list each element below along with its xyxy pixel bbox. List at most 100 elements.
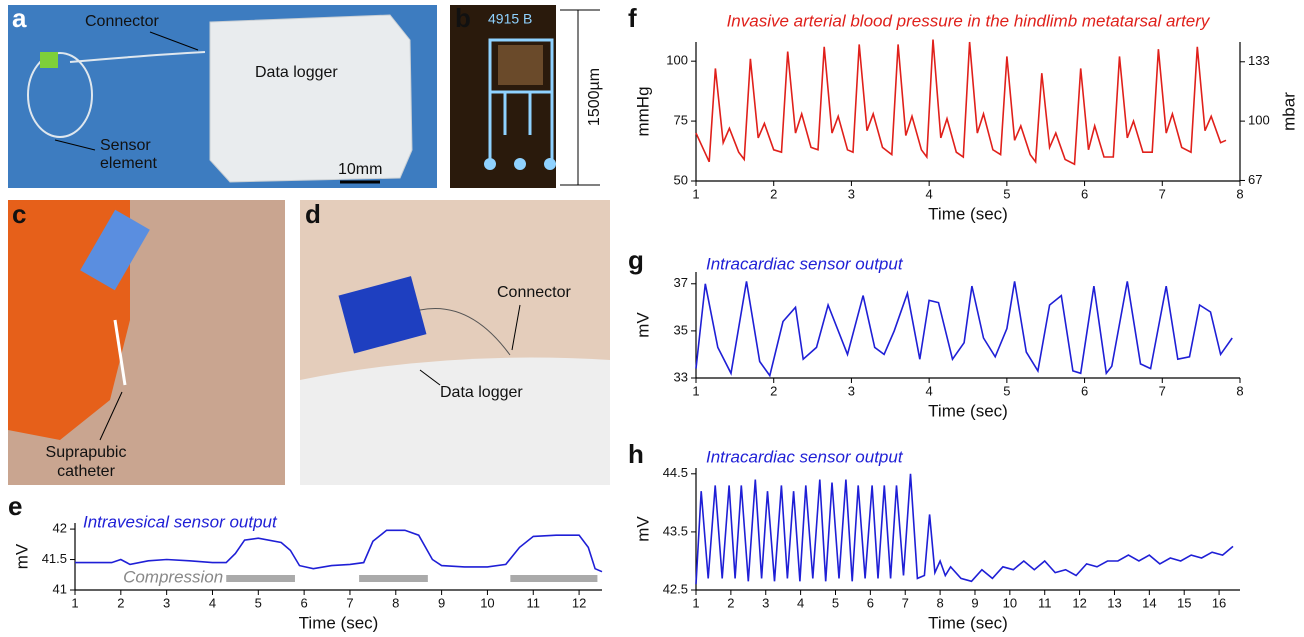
x-tick-label: 8 (392, 595, 399, 610)
label: 10mm (338, 161, 382, 178)
label: Connector (85, 13, 159, 30)
chart-title: Invasive arterial blood pressure in the … (727, 11, 1211, 30)
x-tick-label: 7 (902, 595, 909, 610)
trace (488, 92, 554, 160)
y-tick-label: 41.5 (42, 551, 67, 566)
pointer (511, 304, 521, 351)
x-tick-label: 8 (936, 595, 943, 610)
label: Suprapubic (46, 444, 127, 461)
x-tick-label: 2 (727, 595, 734, 610)
cloth (300, 357, 610, 485)
x-tick-label: 9 (971, 595, 978, 610)
y-tick-label: 37 (674, 275, 688, 290)
pad (484, 158, 496, 170)
chart-title: Intracardiac sensor output (706, 254, 904, 273)
x-tick-label: 5 (1003, 186, 1010, 201)
catheter-line (113, 319, 127, 386)
panel-letter: e (8, 491, 22, 521)
label-line: Suprapubic (46, 444, 127, 461)
pad (544, 158, 556, 170)
cable (69, 51, 206, 63)
x-axis-label: Time (sec) (299, 613, 379, 632)
y-axis-label: mV (633, 516, 652, 542)
x-tick-label: 12 (572, 595, 586, 610)
label: 1500µm (586, 68, 603, 126)
photo-b: b 4915 B 1500µm (450, 3, 603, 188)
label: Data logger (255, 64, 338, 81)
x-tick-label: 11 (527, 595, 541, 610)
x-tick-label: 2 (770, 383, 777, 398)
x-tick-label: 4 (797, 595, 804, 610)
logger-box (338, 276, 427, 354)
y2-axis-label: mbar (1279, 92, 1298, 131)
x-tick-label: 6 (1081, 186, 1088, 201)
annotation: Compression (123, 567, 223, 586)
x-tick-label: 7 (346, 595, 353, 610)
die (498, 45, 543, 85)
data-line (695, 39, 1227, 166)
label-line: Sensor (100, 137, 151, 154)
label: Data logger (440, 384, 523, 401)
y-tick-label: 50 (674, 172, 688, 187)
logger-box (209, 14, 413, 183)
photo-c: c Suprapubic catheter (8, 199, 285, 485)
chart-title: Intracardiac sensor output (706, 447, 904, 466)
photo-bg (450, 5, 556, 188)
y2-tick-label: 100 (1248, 113, 1270, 128)
x-tick-label: 9 (438, 595, 445, 610)
x-tick-label: 1 (692, 186, 699, 201)
compression-bar (359, 575, 428, 582)
y-tick-label: 75 (674, 113, 688, 128)
compression-bar (226, 575, 295, 582)
data-line (695, 473, 1234, 585)
x-tick-label: 4 (209, 595, 216, 610)
y-tick-label: 35 (674, 322, 688, 337)
y-tick-label: 100 (666, 53, 688, 68)
x-tick-label: 3 (762, 595, 769, 610)
x-tick-label: 13 (1107, 595, 1121, 610)
x-axis-label: Time (sec) (928, 613, 1008, 632)
x-tick-label: 3 (163, 595, 170, 610)
tag (40, 52, 58, 68)
y-tick-label: 33 (674, 369, 688, 384)
x-tick-label: 6 (301, 595, 308, 610)
x-tick-label: 1 (692, 595, 699, 610)
photo-a: a Connector Data logger Sensor element 1… (8, 3, 437, 188)
x-tick-label: 5 (832, 595, 839, 610)
chip-label: 4915 B (488, 11, 532, 27)
y2-tick-label: 133 (1248, 53, 1270, 68)
panel-letter: g (628, 245, 644, 275)
y-tick-label: 42 (53, 521, 67, 536)
label: Connector (497, 284, 571, 301)
label: catheter (57, 463, 115, 480)
data-line (75, 529, 603, 573)
photo-d: d Connector Data logger (300, 199, 610, 485)
cable (27, 52, 93, 138)
x-tick-label: 8 (1236, 186, 1243, 201)
y-tick-label: 41 (53, 581, 67, 596)
x-tick-label: 15 (1177, 595, 1191, 610)
x-tick-label: 5 (255, 595, 262, 610)
y-tick-label: 43.5 (663, 523, 688, 538)
trace (488, 38, 554, 94)
panel-letter: c (12, 199, 26, 229)
y-axis-label: mV (12, 543, 31, 569)
x-tick-label: 1 (71, 595, 78, 610)
x-tick-label: 1 (692, 383, 699, 398)
pointer (54, 139, 96, 151)
panel-letter: h (628, 439, 644, 469)
compression-bar (510, 575, 598, 582)
pointer (149, 31, 199, 51)
x-tick-label: 11 (1038, 595, 1052, 610)
panel-letter: d (305, 199, 321, 229)
label: element (100, 155, 157, 172)
x-tick-label: 10 (1003, 595, 1017, 610)
x-tick-label: 3 (848, 186, 855, 201)
x-tick-label: 10 (480, 595, 494, 610)
panel-letter: f (628, 3, 637, 33)
wire (419, 308, 511, 356)
y-axis-label: mV (633, 312, 652, 338)
x-tick-label: 6 (1081, 383, 1088, 398)
pad (514, 158, 526, 170)
